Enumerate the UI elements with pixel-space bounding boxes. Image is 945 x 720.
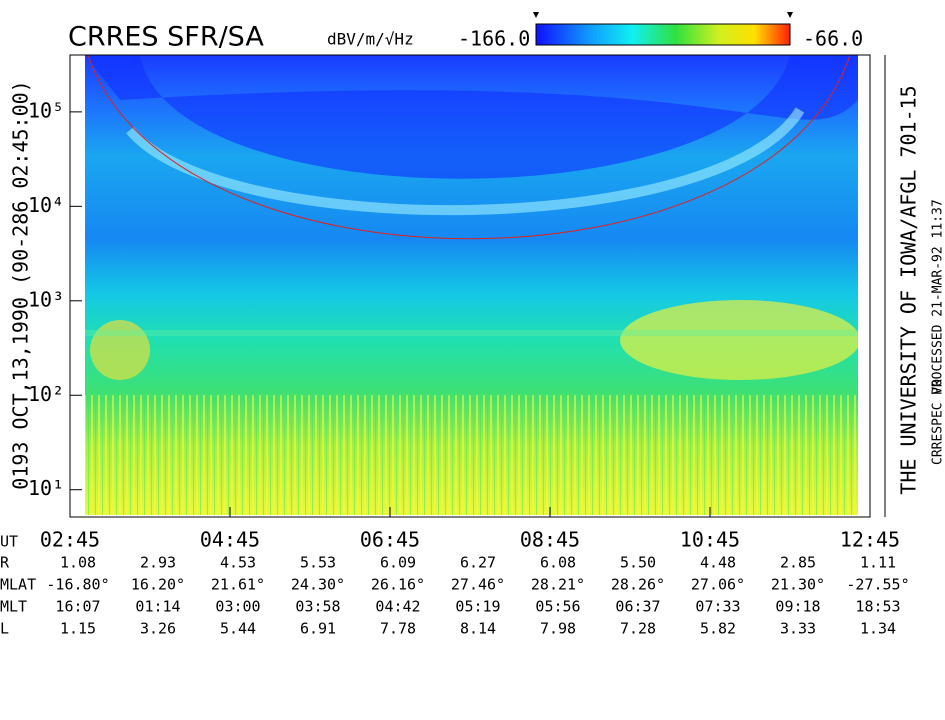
ephemeris-value: 2.93 [140, 554, 176, 572]
y-tick-label: 10³ [28, 287, 64, 311]
y-tick-label: 10⁵ [28, 98, 64, 122]
ephemeris-value: 24.30° [291, 576, 345, 594]
ephemeris-value: 27.46° [451, 576, 505, 594]
band [85, 55, 858, 179]
y-tick-label: 10² [28, 382, 64, 406]
model-curve [87, 55, 851, 240]
ephemeris-value: -27.55° [846, 576, 909, 594]
x-tick-label: 12:45 [840, 528, 900, 552]
ut-label: UT [0, 533, 18, 551]
ephemeris-value: 03:00 [215, 598, 260, 616]
ephemeris-value: 06:37 [615, 598, 660, 616]
frame [69, 54, 871, 518]
colorbar-label: dBV/m/√Hz [327, 30, 414, 49]
band [126, 107, 805, 216]
x-tick-label: 06:45 [360, 528, 420, 552]
processed-label: PROCESSED 21-MAR-92 11:37 [931, 199, 945, 395]
ephemeris-value: 1.08 [60, 554, 96, 572]
ephemeris-value: 28.21° [531, 576, 585, 594]
band [620, 300, 858, 380]
ephemeris-value: 8.14 [460, 620, 496, 638]
ephemeris-value: 7.78 [380, 620, 416, 638]
colorbar-max: -66.0 [803, 27, 863, 51]
y-tick-label: 10⁴ [28, 193, 64, 217]
ephemeris-value: 3.26 [140, 620, 176, 638]
row-label: MLAT [0, 576, 36, 594]
x-tick-label: 04:45 [200, 528, 260, 552]
ephemeris-value: 1.15 [60, 620, 96, 638]
ephemeris-value: 07:33 [695, 598, 740, 616]
ephemeris-value: 27.06° [691, 576, 745, 594]
ephemeris-value: 5.50 [620, 554, 656, 572]
version-label: CRRESPEC V0 [931, 379, 945, 465]
spectrogram [85, 55, 858, 515]
ephemeris-value: 21.30° [771, 576, 825, 594]
ephemeris-value: 2.85 [780, 554, 816, 572]
ephemeris-value: -16.80° [46, 576, 109, 594]
ephemeris-value: 09:18 [775, 598, 820, 616]
ephemeris-value: 03:58 [295, 598, 340, 616]
ephemeris-value: 21.61° [211, 576, 265, 594]
ephemeris-value: 5.53 [300, 554, 336, 572]
ephemeris-value: 16:07 [55, 598, 100, 616]
row-label: R [0, 554, 10, 572]
ephemeris-value: 6.09 [380, 554, 416, 572]
row-label: L [0, 620, 9, 638]
colorbar [535, 23, 791, 46]
institution-label: THE UNIVERSITY OF IOWA/AFGL 701-15 [897, 85, 921, 494]
ephemeris-value: 05:19 [455, 598, 500, 616]
ephemeris-value: 1.34 [860, 620, 896, 638]
y-axis-label: 0193 OCT,13,1990 (90-286 02:45:00) [9, 80, 33, 489]
ephemeris-value: 4.48 [700, 554, 736, 572]
row-label: MLT [0, 598, 27, 616]
band [90, 320, 150, 380]
x-tick-label: 02:45 [40, 528, 100, 552]
ephemeris-value: 18:53 [855, 598, 900, 616]
band [85, 330, 858, 336]
ephemeris-value: 1.11 [860, 554, 896, 572]
band [85, 395, 858, 515]
ephemeris-value: 01:14 [135, 598, 180, 616]
ephemeris-value: 5.82 [700, 620, 736, 638]
ephemeris-value: 16.20° [131, 576, 185, 594]
colorbar-marker [533, 12, 539, 18]
ephemeris-value: 7.28 [620, 620, 656, 638]
ephemeris-value: 6.08 [540, 554, 576, 572]
ephemeris-value: 5.44 [220, 620, 256, 638]
ephemeris-value: 7.98 [540, 620, 576, 638]
y-tick-label: 10¹ [28, 476, 64, 500]
ephemeris-value: 04:42 [375, 598, 420, 616]
ephemeris-value: 28.26° [611, 576, 665, 594]
x-tick-label: 10:45 [680, 528, 740, 552]
ephemeris-value: 05:56 [535, 598, 580, 616]
colorbar-marker [787, 12, 793, 18]
ephemeris-value: 6.91 [300, 620, 336, 638]
ephemeris-value: 6.27 [460, 554, 496, 572]
ephemeris-value: 3.33 [780, 620, 816, 638]
ephemeris-value: 4.53 [220, 554, 256, 572]
x-tick-label: 08:45 [520, 528, 580, 552]
ephemeris-value: 26.16° [371, 576, 425, 594]
chart-title: CRRES SFR/SA [68, 22, 264, 53]
colorbar-min: -166.0 [458, 27, 530, 51]
